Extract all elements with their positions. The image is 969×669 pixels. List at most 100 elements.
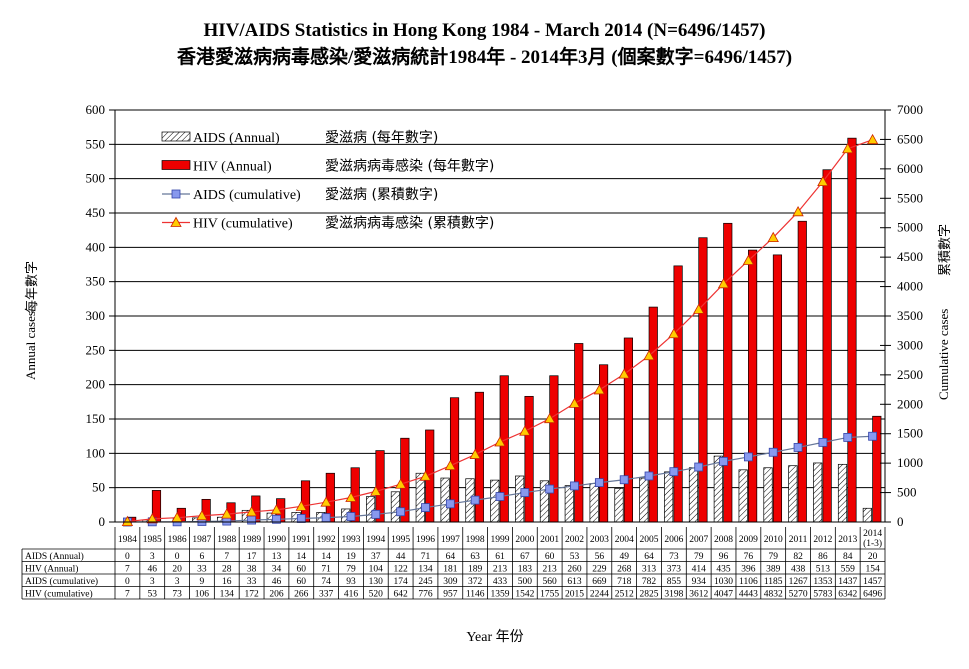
- table-row-label: HIV (Annual): [25, 563, 78, 574]
- marker-aids-cumulative: [470, 495, 480, 505]
- table-cell: 260: [567, 564, 582, 574]
- legend-label-zh: 愛滋病 (累積數字): [325, 187, 438, 203]
- table-cell: 268: [617, 564, 632, 574]
- table-category-label: 2005: [640, 535, 659, 545]
- table-cell: 53: [148, 589, 158, 599]
- table-category-label: 2004: [615, 535, 634, 545]
- table-cell: 64: [446, 552, 456, 562]
- table-category-label: 2003: [590, 535, 609, 545]
- table-cell: 396: [741, 564, 756, 574]
- table-cell: 73: [172, 589, 182, 599]
- table-cell: 86: [818, 552, 828, 562]
- table-category-label: 1995: [391, 535, 410, 545]
- table-category-label: 1999: [491, 535, 510, 545]
- marker-hiv-cumulative: [668, 327, 680, 339]
- table-cell: 134: [220, 589, 235, 599]
- marker-aids-cumulative: [743, 452, 753, 462]
- table-category-label: 1984: [118, 535, 137, 545]
- legend-label-zh: 愛滋病病毒感染 (累積數字): [325, 215, 494, 232]
- table-category-label: 1997: [441, 535, 460, 545]
- tick-label-right: 3500: [897, 308, 923, 323]
- table-cell: 669: [592, 577, 607, 587]
- marker-hiv-cumulative: [221, 508, 233, 519]
- marker-hiv-cumulative: [767, 231, 779, 243]
- table-category-label: 1990: [267, 535, 286, 545]
- table-cell: 130: [369, 577, 384, 587]
- tick-label-left: 600: [86, 102, 106, 117]
- tick-label-left: 100: [86, 445, 106, 460]
- table-cell: 93: [346, 577, 356, 587]
- marker-aids-cumulative: [495, 492, 505, 501]
- table-cell: 0: [125, 577, 130, 587]
- table-cell: 957: [443, 589, 458, 599]
- table-category-label: 2002: [565, 535, 584, 545]
- table-cell: 189: [468, 564, 483, 574]
- table-cell: 106: [195, 589, 210, 599]
- marker-hiv-cumulative: [146, 513, 158, 524]
- table-cell: 855: [667, 577, 682, 587]
- table-cell: 1146: [466, 589, 485, 599]
- table-row-label: AIDS (cumulative): [25, 576, 98, 587]
- table-category-label: 2001: [540, 535, 559, 545]
- table-cell: 309: [443, 577, 458, 587]
- y-axis-label-right-zh: 累積數字: [938, 224, 953, 276]
- table-cell: 82: [793, 552, 803, 562]
- bar-aids-annual: [564, 485, 574, 523]
- marker-hiv-cumulative: [370, 485, 382, 496]
- legend-label: HIV (cumulative): [193, 217, 293, 232]
- table-cell: 414: [692, 564, 707, 574]
- table-cell: 416: [344, 589, 359, 599]
- tick-label-left: 250: [86, 342, 106, 357]
- tick-label-left: 550: [86, 136, 106, 151]
- tick-label-left: 400: [86, 239, 106, 254]
- table-cell: 84: [843, 552, 853, 562]
- axis-labels: Annual cases 每年數字 Cumulative cases 累積數字 …: [23, 224, 953, 645]
- marker-aids-cumulative: [346, 512, 356, 521]
- tick-label-left: 500: [86, 171, 106, 186]
- table-cell: 60: [297, 577, 307, 587]
- table-category-label: 1993: [341, 535, 360, 545]
- tick-label-left: 50: [92, 480, 105, 495]
- marker-hiv-cumulative: [394, 478, 407, 489]
- table-cell: 7: [125, 564, 130, 574]
- marker-hiv-cumulative: [643, 349, 655, 361]
- bar-aids-annual: [738, 469, 748, 523]
- marker-aids-cumulative: [719, 456, 728, 466]
- table-cell: 134: [418, 564, 433, 574]
- legend-marker-triangle: [170, 216, 182, 227]
- tick-label-right: 2000: [897, 396, 923, 411]
- marker-hiv-cumulative: [866, 133, 879, 145]
- legend-label: AIDS (cumulative): [193, 188, 301, 203]
- marker-aids-cumulative: [545, 484, 555, 494]
- tick-label-right: 4000: [897, 279, 923, 294]
- legend-label: HIV (Annual): [193, 160, 272, 175]
- marker-hiv-cumulative: [494, 436, 506, 447]
- table-cell: 16: [222, 577, 232, 587]
- table-cell: 14: [321, 552, 331, 562]
- bar-hiv-annual: [648, 306, 658, 523]
- table-cell: 7: [125, 589, 130, 599]
- tick-label-right: 1500: [897, 426, 923, 441]
- table-cell: 313: [642, 564, 657, 574]
- table-cell: 154: [865, 564, 880, 574]
- table-cell: 46: [148, 564, 158, 574]
- marker-hiv-cumulative: [196, 509, 208, 521]
- legend-label: AIDS (Annual): [193, 131, 280, 146]
- table-cell: 1106: [739, 577, 758, 587]
- table-cell: 6: [200, 552, 205, 562]
- table-cell: 2015: [565, 589, 584, 599]
- marker-hiv-cumulative: [717, 277, 730, 289]
- table-cell: 389: [766, 564, 781, 574]
- table-cell: 7: [224, 552, 229, 562]
- legend-swatch-aids-annual: [161, 131, 191, 142]
- table-cell: 1185: [764, 577, 783, 587]
- marker-hiv-cumulative: [543, 412, 556, 424]
- table-cell: 1542: [515, 589, 534, 599]
- bar-aids-annual: [837, 463, 848, 523]
- bar-aids-annual: [390, 491, 400, 523]
- tick-label-left: 0: [99, 514, 106, 529]
- marker-aids-cumulative: [247, 515, 257, 525]
- marker-hiv-cumulative: [444, 459, 457, 471]
- table-category-label: (1-3): [863, 538, 882, 549]
- table-cell: 513: [816, 564, 831, 574]
